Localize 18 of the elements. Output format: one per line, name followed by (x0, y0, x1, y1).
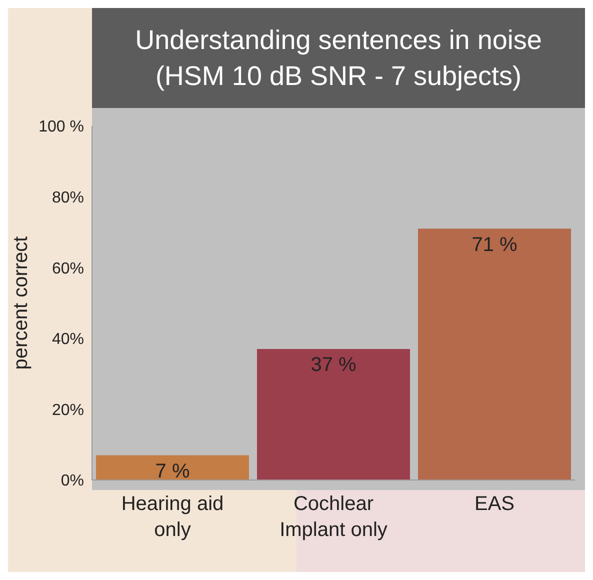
y-tick-label: 100 % (38, 118, 84, 136)
data-label: 37 % (310, 354, 357, 376)
bar (257, 349, 410, 480)
data-label: 7 % (155, 460, 190, 482)
bar (418, 228, 571, 480)
chart-title: Understanding sentences in noise (134, 24, 543, 57)
x-tick-label: Cochlear Implant only (280, 493, 388, 541)
y-tick-label: 20% (52, 402, 84, 419)
y-tick-label: 0% (60, 472, 84, 490)
y-tick-label: 60% (52, 260, 84, 278)
y-axis-title: percent correct (10, 236, 32, 370)
y-tick-label: 40% (52, 331, 84, 348)
x-tick-label: EAS (474, 493, 515, 515)
data-label: 71 % (472, 234, 518, 256)
x-tick-label: Hearing aid only (121, 493, 224, 541)
bar (96, 455, 249, 480)
y-tick-label: 80% (52, 189, 84, 206)
chart-subtitle: (HSM 10 dB SNR - 7 subjects) (154, 60, 523, 93)
